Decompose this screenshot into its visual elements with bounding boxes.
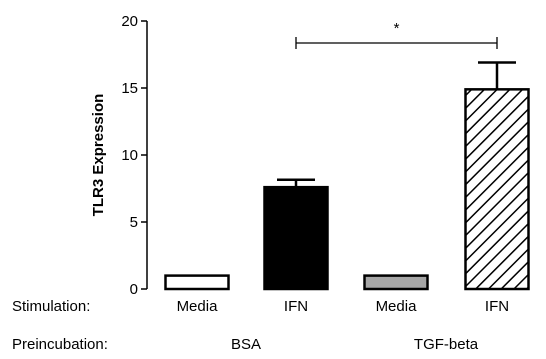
significance-bracket: * bbox=[295, 20, 498, 49]
group-label: TGF-beta bbox=[414, 336, 479, 353]
bar bbox=[164, 274, 230, 291]
y-tick-label: 10 bbox=[121, 147, 138, 164]
y-tick-label: 20 bbox=[121, 13, 138, 30]
bar bbox=[464, 88, 530, 291]
y-axis-label: TLR3 Expression bbox=[90, 94, 107, 217]
bars bbox=[164, 88, 530, 291]
category-label: IFN bbox=[284, 298, 308, 315]
category-labels: Media IFN Media IFN bbox=[177, 298, 510, 315]
preincubation-label: Preincubation: bbox=[12, 336, 108, 353]
error-bars bbox=[277, 61, 516, 188]
y-tick-label: 15 bbox=[121, 80, 138, 97]
group-label: BSA bbox=[231, 336, 261, 353]
significance-label: * bbox=[394, 20, 400, 37]
category-label: Media bbox=[177, 298, 219, 315]
bar bbox=[363, 274, 429, 291]
y-tick-label: 0 bbox=[130, 281, 138, 298]
bar bbox=[263, 185, 329, 291]
group-labels: BSA TGF-beta bbox=[231, 336, 479, 353]
y-axis: 0 5 10 15 20 bbox=[121, 13, 148, 298]
category-label: IFN bbox=[485, 298, 509, 315]
stimulation-label: Stimulation: bbox=[12, 298, 90, 315]
y-tick-label: 5 bbox=[130, 214, 138, 231]
category-label: Media bbox=[376, 298, 418, 315]
